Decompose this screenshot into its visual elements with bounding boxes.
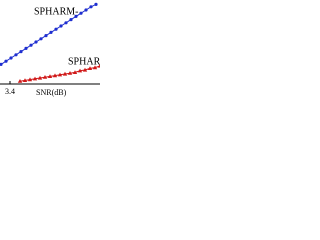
marker [49,30,53,34]
marker [29,43,33,47]
marker [92,65,98,70]
series-annotation: SPHARM- [34,6,78,17]
marker [97,63,100,68]
chart: SPHARM- SPHARM SNR(dB) 3.4 [0,2,100,97]
marker [27,77,33,82]
marker [34,40,38,44]
marker [19,50,23,54]
marker [69,18,73,22]
marker [24,46,28,51]
marker [82,67,88,72]
marker [4,59,8,63]
marker [9,56,13,60]
marker [47,74,53,78]
marker [77,68,83,73]
marker [64,21,68,25]
marker [57,72,63,77]
marker [0,62,3,66]
x-tick-label: 3.4 [5,87,15,96]
series-annotation: SPHARM [68,56,100,67]
marker [37,75,43,80]
marker [74,14,78,18]
marker [44,34,48,38]
marker [72,70,78,74]
marker [59,24,63,28]
marker [54,27,58,31]
marker [17,79,23,83]
x-axis-label: SNR(dB) [36,88,67,97]
marker [67,71,73,75]
marker [89,5,93,9]
marker [79,11,83,15]
marker [39,37,43,41]
marker [84,8,88,12]
marker [14,53,18,57]
marker [32,76,38,81]
marker [52,73,58,78]
marker [42,75,48,79]
marker [87,66,93,70]
marker [94,2,98,6]
marker [22,78,28,82]
marker [62,71,68,76]
